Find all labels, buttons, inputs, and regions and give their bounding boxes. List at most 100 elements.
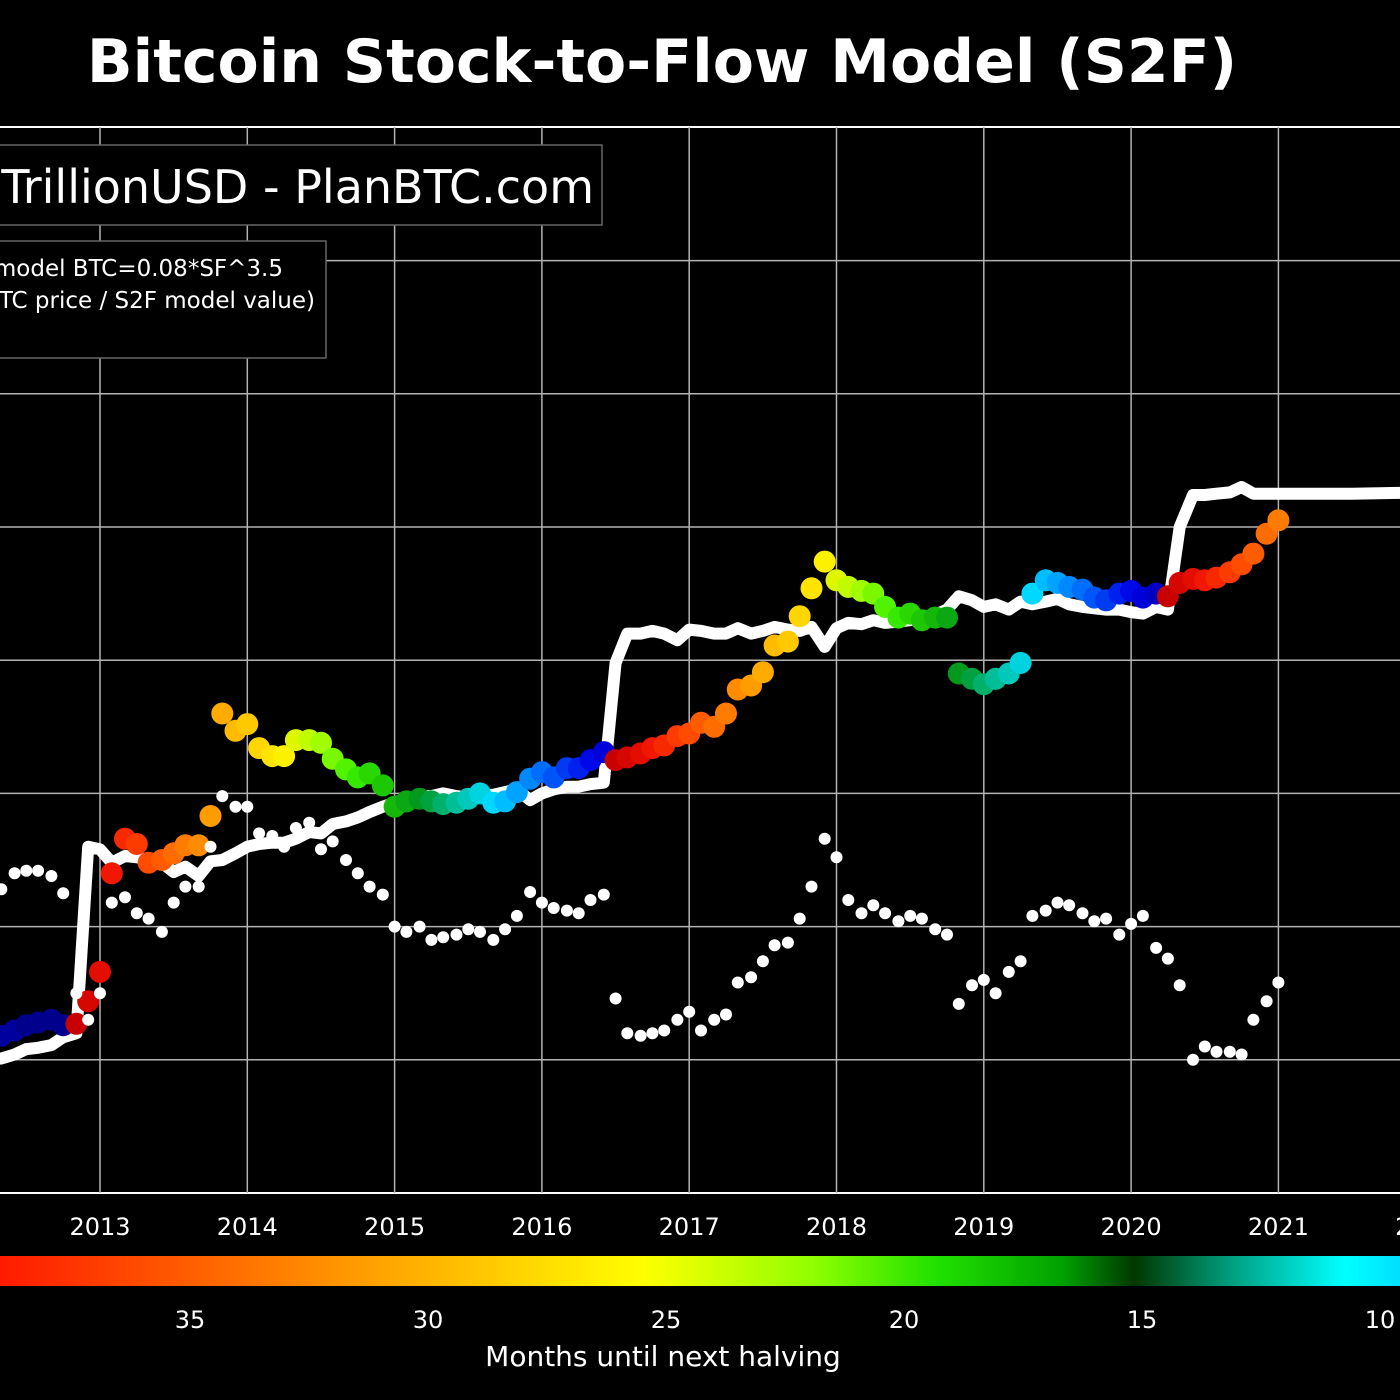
ratio-dot bbox=[179, 880, 192, 893]
legend-entry-model: S2F model BTC=0.08*SF^3.5 bbox=[0, 256, 283, 282]
ratio-dot bbox=[855, 907, 868, 920]
ratio-dot bbox=[351, 867, 364, 880]
gridlines bbox=[0, 127, 1400, 1193]
ratio-dot bbox=[793, 912, 806, 925]
ratio-dot bbox=[830, 851, 843, 864]
ratio-dot bbox=[572, 907, 585, 920]
source-annotation-box: TrillionUSD - PlanBTC.com bbox=[0, 144, 603, 226]
ratio-dot bbox=[425, 933, 438, 946]
ratio-dot bbox=[278, 840, 291, 853]
ratio-dot bbox=[658, 1024, 671, 1037]
x-tick-label: 2015 bbox=[364, 1213, 425, 1241]
ratio-dot bbox=[340, 854, 352, 866]
ratio-dot bbox=[768, 939, 781, 952]
btc-price-dot bbox=[1267, 509, 1290, 532]
btc-price-dot bbox=[936, 606, 958, 629]
ratio-dot bbox=[535, 896, 548, 909]
s2f-model-line-group bbox=[0, 481, 1400, 1065]
btc-price-dot bbox=[125, 833, 148, 855]
colorbar-tick-label: 15 bbox=[1127, 1306, 1158, 1334]
ratio-dot bbox=[253, 827, 266, 840]
ratio-dot bbox=[8, 867, 21, 880]
btc-price-dot bbox=[751, 661, 774, 684]
ratio-dot bbox=[597, 888, 610, 901]
ratio-dot bbox=[879, 907, 892, 920]
ratio-dot bbox=[487, 933, 500, 946]
ratio-dot bbox=[32, 864, 45, 877]
btc-price-dot bbox=[89, 960, 111, 983]
ratio-dot bbox=[1150, 941, 1163, 954]
ratio-dot bbox=[303, 816, 316, 829]
ratio-dot bbox=[745, 971, 758, 984]
x-tick-label: 2019 bbox=[953, 1213, 1014, 1241]
x-tick-label: 2018 bbox=[806, 1213, 867, 1241]
btc-price-dot bbox=[187, 834, 210, 857]
ratio-dot bbox=[130, 907, 143, 920]
x-axis-tick-labels: 2013 2014 2015 2016 2017 2018 2019 2020 2021 2022 bbox=[69, 1213, 1400, 1241]
ratio-dot bbox=[1260, 995, 1273, 1008]
ratio-dot bbox=[1173, 979, 1186, 992]
ratio-dot bbox=[0, 883, 8, 896]
ratio-dot bbox=[892, 915, 905, 928]
ratio-dot bbox=[781, 936, 794, 949]
ratio-dot bbox=[289, 822, 302, 834]
ratio-dot bbox=[119, 891, 131, 904]
x-tick-label: 2014 bbox=[217, 1213, 278, 1241]
btc-price-dot bbox=[211, 702, 234, 725]
ratio-dot bbox=[1039, 904, 1052, 917]
colorbar-tick-label: 10 bbox=[1365, 1306, 1396, 1334]
ratio-dot bbox=[82, 1013, 95, 1026]
ratio-dot bbox=[57, 887, 70, 900]
x-tick-label: 2016 bbox=[511, 1213, 572, 1241]
ratio-dot bbox=[1223, 1045, 1236, 1058]
btc-price-dot bbox=[199, 805, 222, 827]
ratio-dot bbox=[646, 1027, 659, 1040]
ratio-dot bbox=[45, 870, 58, 882]
ratio-dot bbox=[413, 920, 426, 933]
chart-title: Bitcoin Stock-to-Flow Model (S2F) bbox=[87, 27, 1237, 97]
ratio-dot bbox=[720, 1008, 732, 1021]
ratio-dot bbox=[867, 899, 880, 912]
ratio-dot bbox=[708, 1013, 721, 1026]
ratio-dot bbox=[842, 894, 855, 906]
ratio-dot bbox=[904, 909, 917, 922]
ratio-dot bbox=[560, 904, 573, 917]
btc-price-dot bbox=[100, 862, 123, 885]
btc-price-dot bbox=[65, 1012, 88, 1035]
ratio-dot bbox=[1076, 907, 1089, 920]
ratio-dots-group bbox=[0, 790, 1285, 1066]
ratio-dot bbox=[1088, 915, 1101, 928]
ratio-dot bbox=[400, 925, 413, 938]
ratio-dot bbox=[363, 880, 376, 893]
ratio-dot bbox=[315, 843, 327, 856]
btc-price-dot bbox=[236, 713, 259, 736]
ratio-dot bbox=[989, 987, 1002, 1000]
ratio-dot bbox=[1051, 896, 1064, 909]
ratio-dot bbox=[1198, 1040, 1211, 1053]
btc-price-dot bbox=[715, 702, 737, 725]
btc-price-dot bbox=[800, 577, 823, 600]
ratio-dot bbox=[915, 912, 928, 925]
ratio-dot bbox=[437, 931, 450, 944]
x-tick-label: 2021 bbox=[1248, 1213, 1309, 1241]
ratio-dot bbox=[20, 864, 33, 877]
btc-price-dot bbox=[371, 774, 394, 797]
ratio-dot bbox=[94, 987, 106, 1000]
btc-price-dot bbox=[1242, 542, 1265, 565]
ratio-dot bbox=[977, 973, 990, 986]
ratio-dot bbox=[155, 925, 168, 938]
ratio-dot bbox=[510, 909, 523, 922]
ratio-dot bbox=[216, 790, 229, 803]
x-tick-label: 2013 bbox=[69, 1213, 130, 1241]
ratio-dot bbox=[818, 832, 831, 845]
colorbar-tick-label: 30 bbox=[413, 1306, 444, 1334]
x-tick-label: 2020 bbox=[1101, 1213, 1162, 1241]
ratio-dot bbox=[450, 928, 463, 941]
ratio-dot bbox=[1063, 899, 1076, 912]
ratio-dot bbox=[952, 997, 965, 1010]
ratio-dot bbox=[609, 992, 622, 1005]
ratio-dot bbox=[671, 1013, 684, 1026]
x-tick-label: 2022 bbox=[1395, 1213, 1400, 1241]
btc-price-dot bbox=[813, 550, 836, 573]
